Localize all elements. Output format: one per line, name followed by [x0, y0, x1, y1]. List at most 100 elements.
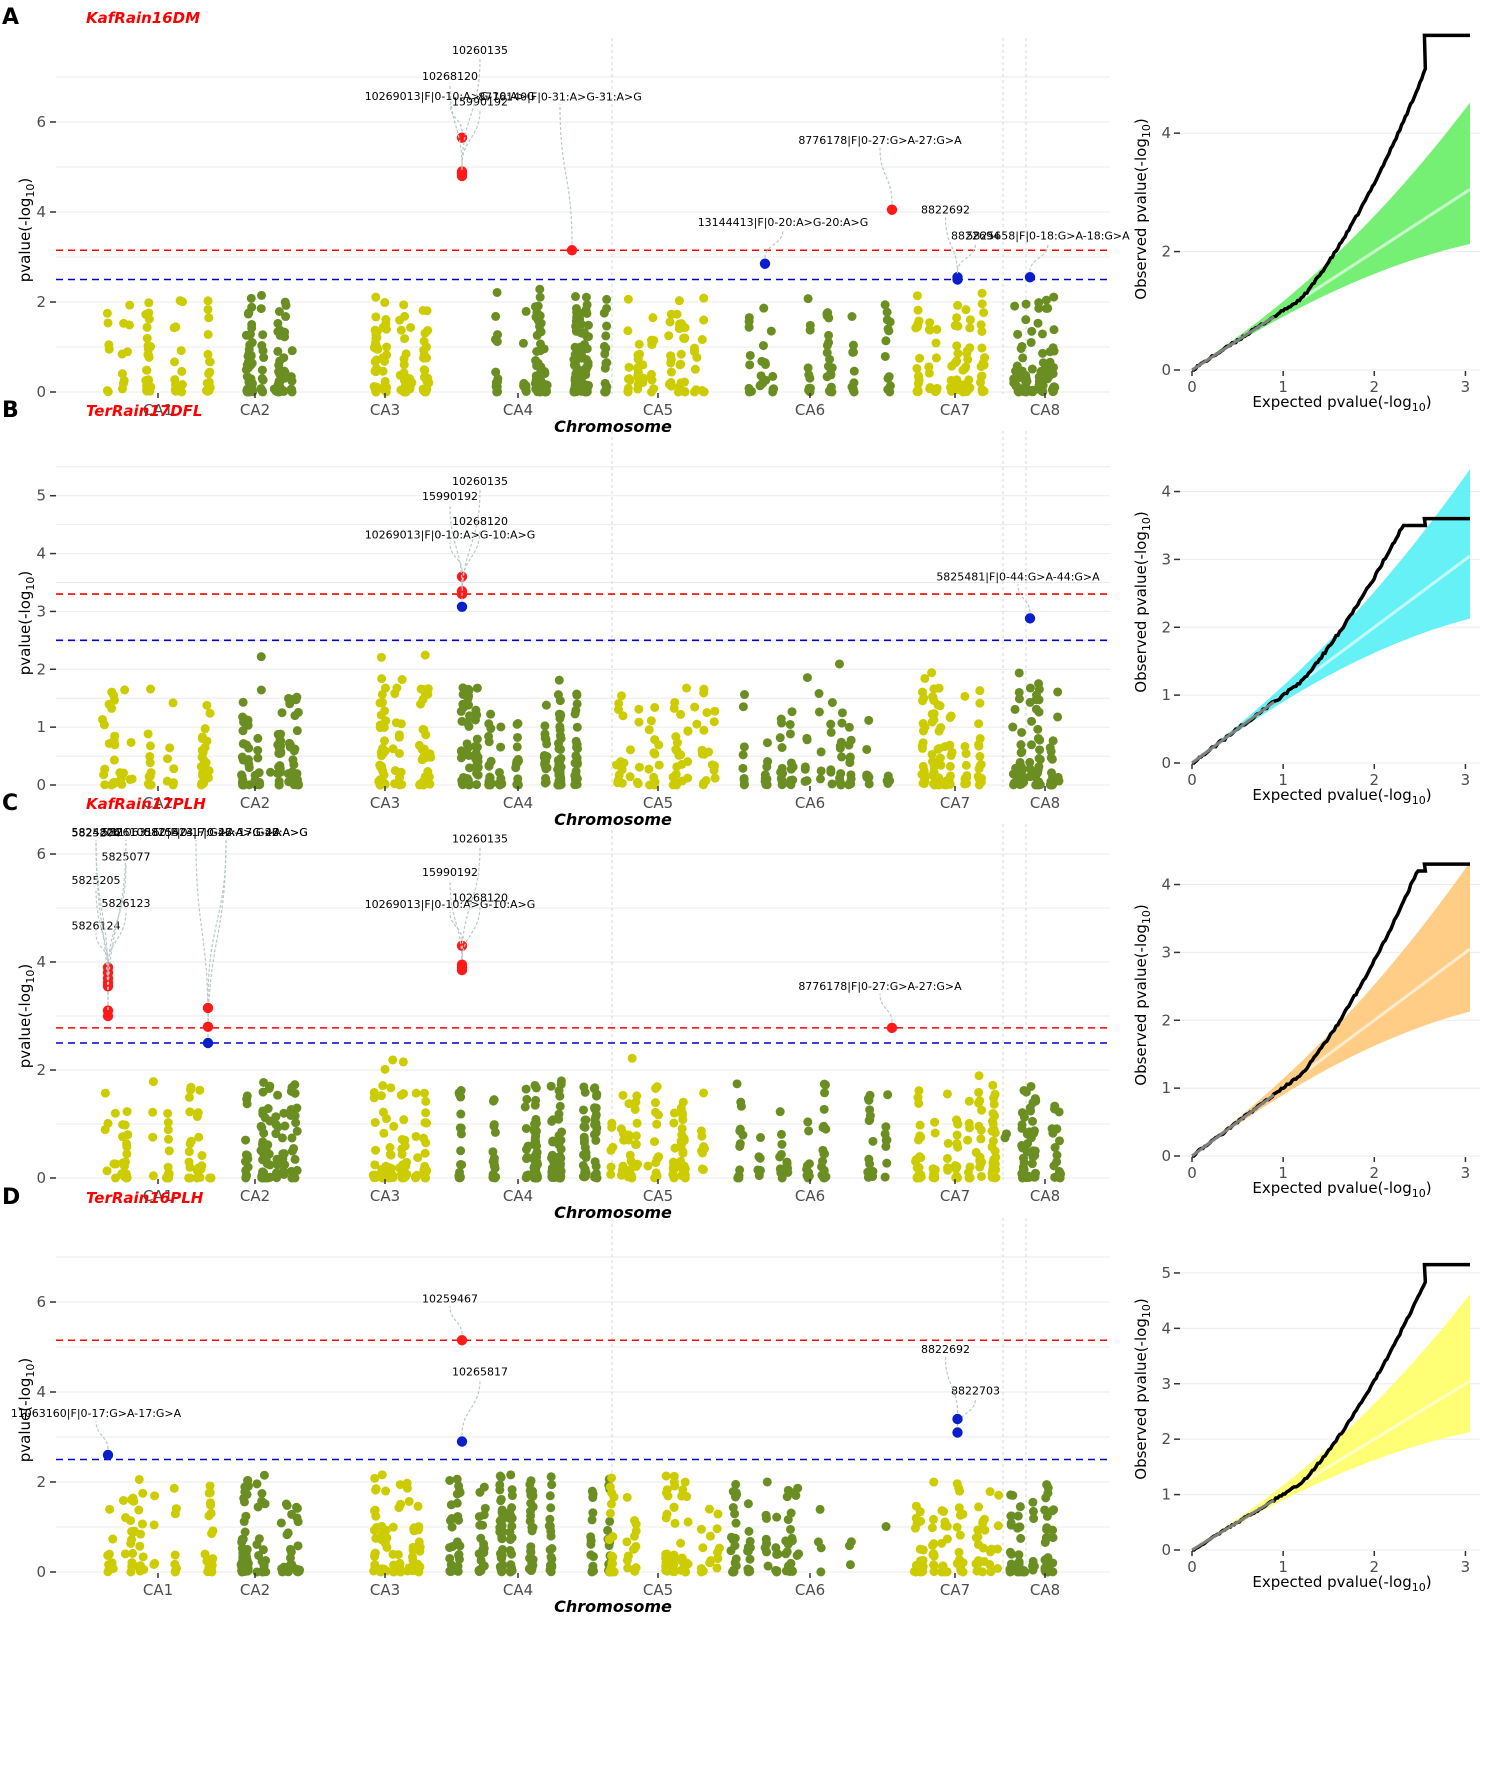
x-axis-title: Chromosome [554, 417, 672, 436]
snp-point [579, 1150, 589, 1160]
snp-point [281, 312, 291, 322]
snp-point [456, 1146, 466, 1156]
snp-point [623, 294, 633, 304]
snp-point [474, 1549, 484, 1559]
snp-point [379, 722, 389, 732]
snp-point [421, 373, 431, 383]
qq-lower-segment [1191, 700, 1275, 765]
snp-point [527, 1486, 537, 1496]
snp-point [204, 383, 214, 393]
snp-point [739, 780, 749, 790]
snp-point [125, 300, 135, 310]
snp-point [184, 1092, 194, 1102]
snp-point [246, 293, 256, 303]
snp-point [1033, 318, 1043, 328]
snp-point [785, 1524, 795, 1534]
snp-point [380, 706, 390, 716]
snp-point [474, 1567, 484, 1577]
snp-point [835, 743, 845, 753]
snp-point [395, 370, 405, 380]
snp-point [738, 1130, 748, 1140]
snp-point [605, 1508, 615, 1518]
label-leader [95, 888, 109, 973]
snp-point [760, 770, 770, 780]
snp-point [553, 780, 563, 790]
snp-point [782, 1547, 792, 1557]
snp-point [545, 1514, 555, 1524]
snp-point [420, 650, 430, 660]
snp-point [243, 720, 253, 730]
snp-point [104, 344, 114, 354]
y-axis-close: ) [16, 964, 34, 970]
snp-point [122, 1107, 132, 1117]
snp-point [586, 1536, 596, 1546]
snp-point [278, 1166, 288, 1176]
qq-x-tick-label: 1 [1278, 1164, 1288, 1182]
snp-point [169, 323, 179, 333]
snp-point [118, 1120, 128, 1130]
snp-point [1028, 1497, 1038, 1507]
snp-point [571, 316, 581, 326]
significant-point [952, 1413, 963, 1425]
snp-point [102, 308, 112, 318]
snp-point [588, 1561, 598, 1571]
snp-point [952, 382, 962, 392]
snp-point [448, 1542, 458, 1552]
snp-point [292, 1567, 302, 1577]
snp-point [613, 775, 623, 785]
snp-point [676, 378, 686, 388]
snp-point [583, 320, 593, 330]
snp-point [377, 1470, 387, 1480]
qq-x-axis-title: Expected pvalue(-log10) [1252, 1179, 1431, 1200]
snp-point [653, 1152, 663, 1162]
snp-point [541, 777, 551, 787]
snp-point [975, 751, 985, 761]
significant-point [456, 170, 468, 182]
snp-point [1014, 1562, 1024, 1572]
snp-point [710, 773, 720, 783]
snp-point [864, 779, 874, 789]
snp-point [914, 1086, 924, 1096]
qq-y-close: ) [1132, 118, 1150, 124]
snp-point [769, 384, 779, 394]
snp-point [603, 1525, 613, 1535]
snp-point [545, 1545, 555, 1555]
snp-point [772, 1512, 782, 1522]
qq-x-sub: 10 [1412, 1581, 1426, 1594]
snp-point [1016, 344, 1026, 354]
snp-point [1043, 1533, 1053, 1543]
snp-point [933, 700, 943, 710]
snp-point [624, 1099, 634, 1109]
qq-y-close: ) [1132, 1298, 1150, 1304]
snp-point [676, 750, 686, 760]
snp-point [804, 1168, 814, 1178]
snp-point [989, 1093, 999, 1103]
snp-point [571, 326, 581, 336]
snp-point [683, 726, 693, 736]
snp-point [111, 1159, 121, 1169]
snp-point [988, 1161, 998, 1171]
snp-point [148, 1171, 158, 1181]
snp-point [800, 764, 810, 774]
snp-point [385, 1143, 395, 1153]
snp-point [287, 1082, 297, 1092]
y-axis-sub: 10 [24, 184, 37, 198]
snp-point [987, 1142, 997, 1152]
snp-point [791, 1490, 801, 1500]
snp-label: 8822692 [921, 204, 970, 217]
snp-point [479, 1539, 489, 1549]
snp-point [600, 363, 610, 373]
qq-x-tick-label: 2 [1370, 1558, 1380, 1576]
snp-point [580, 1115, 590, 1125]
snp-point [805, 325, 815, 335]
snp-point [592, 1173, 602, 1183]
chrom-label: CA7 [940, 1581, 970, 1599]
snp-point [271, 1129, 281, 1139]
snp-point [381, 319, 391, 329]
snp-point [163, 1125, 173, 1135]
snp-point [554, 675, 564, 685]
snp-point [168, 778, 178, 788]
snp-point [954, 1547, 964, 1557]
snp-point [785, 719, 795, 729]
y-tick-label: 3 [36, 602, 46, 620]
